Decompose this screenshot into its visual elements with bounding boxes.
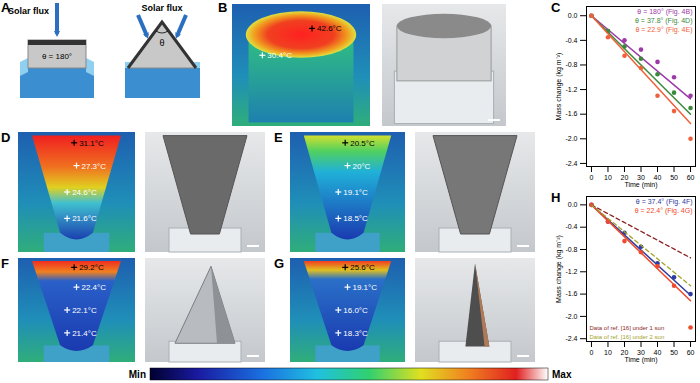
svg-text:θ: θ (159, 38, 164, 48)
svg-text:18.5°C: 18.5°C (343, 214, 368, 223)
svg-text:25.6°C: 25.6°C (350, 263, 375, 272)
svg-text:19.1°C: 19.1°C (353, 283, 378, 292)
svg-text:Mass change (kg m⁻²): Mass change (kg m⁻²) (555, 53, 563, 121)
svg-text:42.6°C: 42.6°C (317, 24, 342, 33)
svg-text:Data of ref. [16] under 2 sun: Data of ref. [16] under 2 sun (590, 334, 665, 340)
svg-text:10: 10 (604, 349, 612, 356)
svg-text:20: 20 (620, 349, 629, 357)
svg-text:θ = 180°: θ = 180° (42, 52, 72, 61)
svg-text:-0.8: -0.8 (565, 246, 577, 253)
svg-text:27.3°C: 27.3°C (82, 162, 107, 171)
svg-text:B: B (218, 0, 227, 15)
svg-text:Time (min): Time (min) (624, 181, 657, 189)
svg-text:60: 60 (687, 174, 695, 181)
svg-text:θ = 22.4° (Fig. 4G): θ = 22.4° (Fig. 4G) (635, 207, 693, 215)
svg-text:29.2°C: 29.2°C (79, 263, 104, 272)
svg-text:16.0°C: 16.0°C (343, 306, 368, 315)
svg-text:-1.2: -1.2 (565, 268, 577, 275)
svg-text:-2.4: -2.4 (565, 160, 577, 167)
svg-text:10: 10 (604, 174, 612, 181)
svg-text:-2.4: -2.4 (565, 335, 577, 342)
svg-text:θ = 37.8° (Fig. 4D): θ = 37.8° (Fig. 4D) (635, 17, 692, 25)
svg-text:-1.6: -1.6 (565, 110, 577, 117)
svg-text:30: 30 (637, 349, 645, 357)
svg-text:Time (min): Time (min) (624, 356, 657, 364)
svg-text:-1.2: -1.2 (565, 86, 577, 93)
svg-text:-0.8: -0.8 (565, 61, 577, 68)
svg-text:-1.6: -1.6 (565, 290, 577, 297)
svg-text:A: A (1, 0, 11, 15)
svg-text:G: G (274, 256, 284, 271)
svg-text:21.6°C: 21.6°C (72, 214, 97, 223)
svg-text:Solar flux: Solar flux (141, 3, 182, 13)
svg-text:40: 40 (653, 174, 662, 182)
svg-text:-2.0: -2.0 (565, 135, 577, 142)
svg-text:Mass change (kg m⁻²): Mass change (kg m⁻²) (555, 235, 563, 303)
svg-text:22.1°C: 22.1°C (72, 306, 97, 315)
svg-text:Data of ref. [16] under 1 sun: Data of ref. [16] under 1 sun (590, 325, 665, 331)
svg-text:Max: Max (552, 369, 572, 380)
svg-text:Min: Min (129, 369, 146, 380)
svg-text:50: 50 (670, 174, 678, 181)
svg-text:H: H (551, 190, 560, 205)
svg-text:20: 20 (620, 174, 629, 182)
svg-text:θ = 180° (Fig. 4B): θ = 180° (Fig. 4B) (637, 8, 692, 16)
svg-text:0.0: 0.0 (568, 12, 578, 19)
svg-text:D: D (1, 130, 10, 145)
svg-text:18.3°C: 18.3°C (343, 329, 368, 338)
svg-text:F: F (1, 256, 9, 271)
svg-text:22.4°C: 22.4°C (82, 283, 107, 292)
svg-text:-0.4: -0.4 (565, 37, 577, 44)
svg-text:30.4°C: 30.4°C (267, 51, 292, 60)
svg-text:20°C: 20°C (353, 162, 371, 171)
svg-text:20.5°C: 20.5°C (350, 139, 375, 148)
svg-text:24.6°C: 24.6°C (72, 188, 97, 197)
svg-text:0: 0 (590, 349, 594, 356)
svg-text:31.1°C: 31.1°C (79, 139, 104, 148)
svg-text:30: 30 (637, 174, 645, 182)
svg-text:0: 0 (590, 174, 594, 181)
svg-text:θ = 37.4° (Fig. 4F): θ = 37.4° (Fig. 4F) (636, 198, 693, 206)
svg-text:19.1°C: 19.1°C (343, 188, 368, 197)
svg-text:21.4°C: 21.4°C (72, 329, 97, 338)
svg-text:40: 40 (653, 349, 662, 357)
svg-text:60: 60 (687, 349, 695, 356)
svg-text:-2.0: -2.0 (565, 313, 577, 320)
svg-text:θ = 22.9° (Fig. 4E): θ = 22.9° (Fig. 4E) (635, 26, 692, 34)
svg-text:C: C (551, 0, 561, 15)
svg-text:E: E (274, 130, 283, 145)
svg-text:Solar flux: Solar flux (8, 6, 49, 16)
svg-text:50: 50 (670, 349, 678, 356)
svg-text:0.0: 0.0 (568, 201, 578, 208)
svg-text:-0.4: -0.4 (565, 223, 577, 230)
